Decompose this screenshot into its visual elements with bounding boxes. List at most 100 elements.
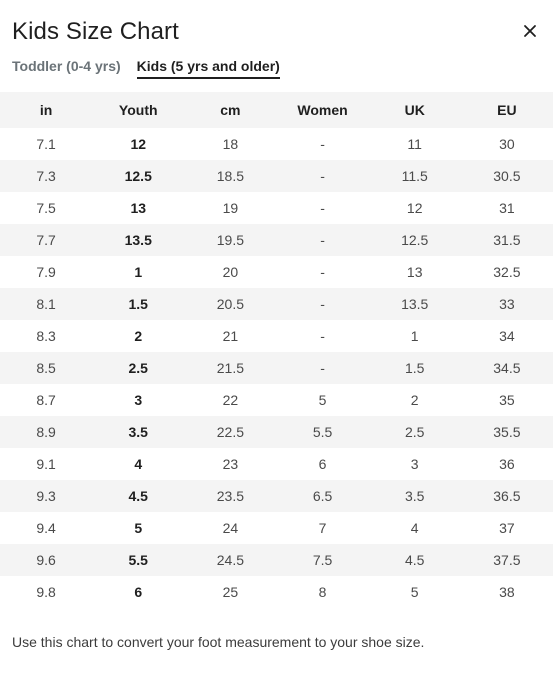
cell-youth: 3 [134, 392, 143, 408]
cell-uk: 11.5 [368, 160, 461, 192]
cell-youth: 1.5 [92, 288, 185, 320]
cell-youth: 12.5 [92, 160, 185, 192]
cell-women: - [320, 328, 325, 344]
cell-cm: 22 [222, 392, 239, 408]
cell-cm: 22.5 [184, 416, 277, 448]
table-row: 9.8 6 25 8 5 38 [0, 576, 553, 608]
cell-cm: 23.5 [184, 480, 277, 512]
cell-eu: 34.5 [460, 352, 553, 384]
cell-in: 9.4 [36, 520, 56, 536]
cell-in: 8.9 [0, 416, 93, 448]
cell-eu: 36.5 [460, 480, 553, 512]
cell-uk: 11 [407, 136, 422, 152]
size-table: in Youth cm Women UK EU 7.1 12 18-11 30 7.3 1… [0, 92, 553, 608]
cell-in: 7.5 [36, 200, 56, 216]
table-row: 7.7 13.5 19.5-12.5 31.5 [0, 224, 553, 256]
table-row: 8.5 2.5 21.5-1.5 34.5 [0, 352, 553, 384]
cell-uk: 1.5 [368, 352, 461, 384]
cell-women: 7.5 [276, 544, 369, 576]
table-row: 7.3 12.5 18.5-11.5 30.5 [0, 160, 553, 192]
cell-eu: 31 [499, 200, 515, 216]
cell-women: - [320, 136, 325, 152]
cell-in: 9.8 [36, 584, 56, 600]
cell-cm: 21.5 [184, 352, 277, 384]
cell-cm: 20.5 [184, 288, 277, 320]
column-header-uk: UK [368, 92, 461, 128]
table-row: 7.1 12 18 - 11 30 [0, 128, 553, 160]
cell-in: 8.5 [0, 352, 93, 384]
cell-eu: 35.5 [460, 416, 553, 448]
cell-in: 9.1 [36, 456, 56, 472]
cell-eu: 30 [499, 136, 515, 152]
cell-cm: 19.5 [184, 224, 277, 256]
size-tabs: Toddler (0-4 yrs) Kids (5 yrs and older) [12, 58, 280, 79]
cell-uk: 13 [406, 264, 423, 280]
cell-women: 6.5 [276, 480, 369, 512]
cell-women: - [276, 160, 369, 192]
cell-women: - [320, 200, 325, 216]
cell-in: 8.3 [36, 328, 56, 344]
cell-uk: 2 [410, 392, 419, 408]
column-header-cm: cm [184, 92, 277, 128]
table-header-row: in Youth cm Women UK EU [0, 92, 553, 128]
modal-title: Kids Size Chart [12, 18, 179, 45]
cell-in: 8.7 [36, 392, 56, 408]
table-row: 7.5 13 19 - 12 31 [0, 192, 553, 224]
cell-in: 9.6 [0, 544, 93, 576]
tab-kids[interactable]: Kids (5 yrs and older) [136, 58, 280, 79]
cell-youth: 2.5 [92, 352, 185, 384]
column-header-women: Women [276, 92, 369, 128]
cell-uk: 13.5 [368, 288, 461, 320]
table-row: 9.1 4 23 6 3 36 [0, 448, 553, 480]
table-row: 9.6 5.5 24.5 7.5 4.5 37.5 [0, 544, 553, 576]
cell-youth: 4 [134, 456, 143, 472]
cell-uk: 12 [406, 200, 423, 216]
cell-cm: 23 [222, 456, 239, 472]
cell-youth: 3.5 [92, 416, 185, 448]
cell-women: 8 [318, 584, 327, 600]
cell-youth: 12 [130, 136, 147, 152]
close-button[interactable] [521, 22, 539, 40]
table-row: 8.3 2 21 - 1 34 [0, 320, 553, 352]
cell-uk: 2.5 [368, 416, 461, 448]
cell-cm: 24 [222, 520, 239, 536]
table-row: 9.3 4.5 23.5 6.5 3.5 36.5 [0, 480, 553, 512]
cell-uk: 12.5 [368, 224, 461, 256]
column-header-in: in [0, 92, 93, 128]
cell-women: - [276, 288, 369, 320]
cell-youth: 13.5 [92, 224, 185, 256]
cell-uk: 3 [410, 456, 419, 472]
cell-in: 7.9 [36, 264, 56, 280]
cell-eu: 34 [499, 328, 515, 344]
cell-women: 5 [318, 392, 327, 408]
cell-uk: 5 [410, 584, 419, 600]
table-row: 8.1 1.5 20.5-13.5 33 [0, 288, 553, 320]
cell-in: 8.1 [0, 288, 93, 320]
cell-youth: 5 [134, 520, 143, 536]
table-row: 9.4 5 24 7 4 37 [0, 512, 553, 544]
cell-youth: 13 [130, 200, 147, 216]
cell-women: 6 [318, 456, 327, 472]
table-row: 7.9 1 20 - 13 32.5 [0, 256, 553, 288]
cell-in: 7.7 [0, 224, 93, 256]
cell-uk: 3.5 [368, 480, 461, 512]
cell-youth: 1 [134, 264, 143, 280]
cell-women: 5.5 [276, 416, 369, 448]
tab-toddler[interactable]: Toddler (0-4 yrs) [12, 58, 121, 74]
cell-cm: 21 [222, 328, 239, 344]
cell-eu: 33 [460, 288, 553, 320]
cell-cm: 18.5 [184, 160, 277, 192]
cell-eu: 38 [499, 584, 515, 600]
cell-cm: 19 [222, 200, 239, 216]
cell-youth: 5.5 [92, 544, 185, 576]
cell-cm: 24.5 [184, 544, 277, 576]
cell-uk: 1 [410, 328, 419, 344]
column-header-youth: Youth [92, 92, 185, 128]
cell-women: - [276, 352, 369, 384]
cell-in: 9.3 [0, 480, 93, 512]
cell-eu: 37 [499, 520, 515, 536]
cell-youth: 2 [134, 328, 143, 344]
cell-cm: 25 [222, 584, 239, 600]
cell-eu: 35 [499, 392, 515, 408]
cell-women: 7 [318, 520, 327, 536]
